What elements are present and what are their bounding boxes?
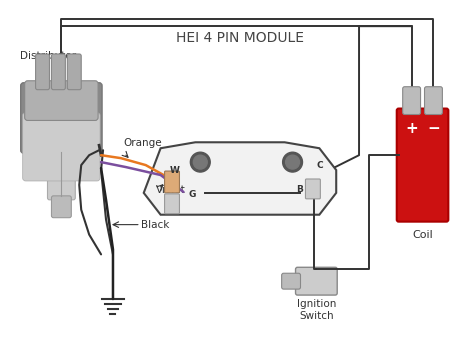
FancyBboxPatch shape xyxy=(47,148,75,200)
Text: Coil: Coil xyxy=(412,230,433,240)
FancyBboxPatch shape xyxy=(21,83,102,153)
Text: −: − xyxy=(427,121,440,136)
Text: Orange: Orange xyxy=(123,138,162,148)
FancyBboxPatch shape xyxy=(52,54,65,90)
Text: +: + xyxy=(405,121,418,136)
Text: Ignition
Switch: Ignition Switch xyxy=(297,299,336,321)
FancyBboxPatch shape xyxy=(52,196,71,218)
FancyBboxPatch shape xyxy=(282,273,301,289)
Circle shape xyxy=(286,155,300,169)
FancyBboxPatch shape xyxy=(164,171,180,193)
Text: G: G xyxy=(189,190,196,200)
Text: Black: Black xyxy=(141,220,169,230)
Text: C: C xyxy=(316,160,323,170)
FancyBboxPatch shape xyxy=(305,179,320,199)
Text: HEI 4 PIN MODULE: HEI 4 PIN MODULE xyxy=(176,31,304,45)
Text: W: W xyxy=(170,165,180,175)
Text: B: B xyxy=(296,185,303,195)
Polygon shape xyxy=(144,142,336,215)
FancyBboxPatch shape xyxy=(67,54,81,90)
FancyBboxPatch shape xyxy=(397,109,448,222)
Circle shape xyxy=(193,155,207,169)
FancyBboxPatch shape xyxy=(23,113,100,181)
FancyBboxPatch shape xyxy=(425,87,442,115)
Circle shape xyxy=(191,152,210,172)
Text: Distributor: Distributor xyxy=(20,51,76,61)
Text: Violet: Violet xyxy=(155,185,185,195)
FancyBboxPatch shape xyxy=(36,54,49,90)
FancyBboxPatch shape xyxy=(295,267,337,295)
Circle shape xyxy=(283,152,302,172)
FancyBboxPatch shape xyxy=(164,194,180,214)
FancyBboxPatch shape xyxy=(403,87,420,115)
FancyBboxPatch shape xyxy=(25,81,98,120)
